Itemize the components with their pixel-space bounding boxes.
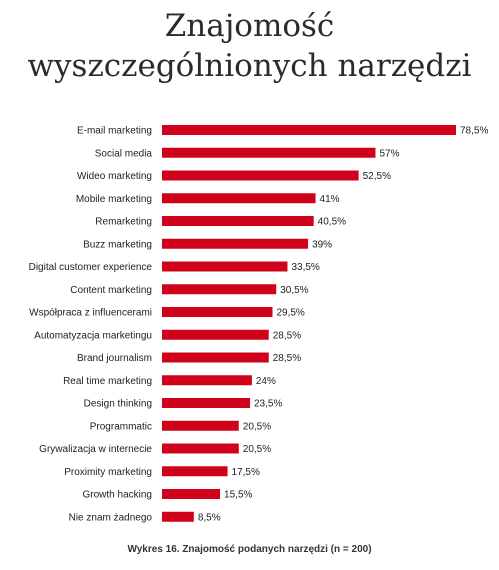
value-label: 17,5% [232,467,260,478]
bar [162,170,359,181]
bar [162,466,228,477]
bar [162,329,269,340]
value-label: 33,5% [291,262,319,273]
value-label: 29,5% [276,308,304,319]
category-label: Buzz marketing [83,239,152,250]
bar [162,489,221,499]
category-label: Grywalizacja w internecie [39,444,152,455]
chart-title-line-1: Znajomość [164,8,335,44]
value-label: 8,5% [198,512,221,523]
value-label: 24% [256,376,276,387]
value-label: 39% [312,239,332,250]
value-label: 40,5% [318,217,346,228]
value-label: 15,5% [224,490,252,501]
bar [162,398,251,408]
category-label: Design thinking [84,399,152,410]
value-label: 20,5% [243,444,271,455]
bar [162,284,277,295]
value-label: 52,5% [363,171,391,182]
category-label: Digital customer experience [29,262,153,273]
bar [162,420,239,431]
category-label: E-mail marketing [77,126,152,137]
value-label: 28,5% [273,330,301,341]
chart-title-line-2: wyszczególnionych narzędzi [27,48,472,84]
chart-title: Znajomość wyszczególnionych narzędzi [0,6,499,86]
category-label: Współpraca z influencerami [29,308,152,319]
category-label: Content marketing [70,285,152,296]
category-label: Mobile marketing [76,194,152,205]
category-label: Proximity marketing [64,467,152,478]
category-label: Brand journalism [77,353,152,364]
value-label: 28,5% [273,353,301,364]
bar [162,193,316,204]
bar [162,375,252,386]
category-label: Programmatic [90,421,152,432]
bar [162,147,376,158]
category-label: Remarketing [95,217,152,228]
bar [162,443,239,454]
bar [162,125,456,135]
bar [162,238,309,249]
category-label: Nie znam żadnego [69,512,153,523]
category-label: Wideo marketing [77,171,152,182]
value-label: 41% [320,194,340,205]
chart-caption: Wykres 16. Znajomość podanych narzędzi (… [127,544,372,555]
category-label: Social media [95,148,153,159]
category-label: Real time marketing [63,376,152,387]
value-label: 78,5% [460,126,488,137]
bar [162,216,314,226]
bar [162,307,273,317]
bar [162,352,269,363]
bar [162,261,288,272]
category-label: Automatyzacja marketingu [34,330,152,341]
value-label: 20,5% [243,421,271,432]
value-label: 23,5% [254,399,282,410]
value-label: 30,5% [280,285,308,296]
value-label: 57% [379,148,399,159]
category-label: Growth hacking [83,490,152,501]
bar [162,511,194,522]
